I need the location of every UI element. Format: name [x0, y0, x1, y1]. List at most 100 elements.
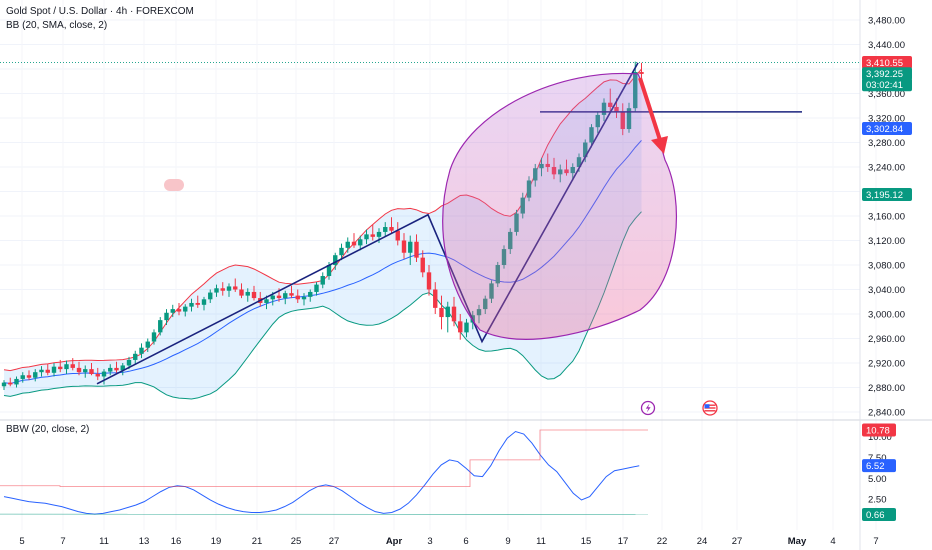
- candle-body: [451, 306, 457, 322]
- price-tag-label: 03:02:41: [866, 80, 903, 91]
- bbw-tag: [862, 459, 896, 473]
- bbw-tick-label: 7.50: [868, 453, 887, 464]
- candle-body: [70, 364, 75, 368]
- bbw-indicator-label[interactable]: BBW (20, close, 2): [6, 424, 89, 435]
- candle-body: [51, 366, 57, 373]
- candle-body: [245, 291, 250, 296]
- price-tick-label: 3,000.00: [868, 310, 905, 321]
- candle-body: [33, 372, 38, 378]
- bb-indicator-label[interactable]: BB (20, SMA, close, 2): [6, 20, 107, 31]
- bbw-tick-label: 5.00: [868, 474, 887, 485]
- candle-body: [201, 299, 207, 305]
- time-tick-label: 27: [732, 536, 743, 547]
- candle-body: [214, 288, 219, 293]
- candle-body: [364, 234, 369, 240]
- time-tick-label: 7: [873, 536, 878, 547]
- price-tick-label: 3,480.00: [868, 16, 905, 27]
- price-tag-label: 3,302.84: [866, 124, 903, 135]
- time-tick-label: 17: [618, 536, 629, 547]
- candle-body: [370, 234, 375, 237]
- candle-body: [383, 227, 388, 232]
- bbw-line: [3, 430, 640, 515]
- time-tick-label: 16: [171, 536, 182, 547]
- price-tag-label: 3,392.25: [866, 69, 903, 80]
- candle-body: [101, 371, 107, 377]
- time-tick-label: 19: [211, 536, 222, 547]
- candle-body: [83, 369, 88, 373]
- bbw-tick-label: 2.50: [868, 495, 887, 506]
- candle-body: [433, 289, 438, 308]
- time-tick-label: 7: [60, 536, 65, 547]
- candle-body: [189, 302, 194, 307]
- candle-body: [251, 291, 257, 299]
- candle-body: [414, 241, 419, 258]
- time-tick-label: 24: [697, 536, 708, 547]
- lightning-icon[interactable]: [640, 400, 656, 416]
- time-tick-label: 6: [463, 536, 468, 547]
- highlight-blob: [442, 72, 678, 340]
- pink-marker[interactable]: [164, 179, 184, 191]
- bb-lower-band: [3, 211, 642, 400]
- candle-body: [276, 295, 282, 299]
- candle-body: [339, 247, 344, 256]
- candle-body: [220, 288, 225, 291]
- bbw-tag-label: 0.66: [866, 510, 885, 521]
- time-tick-label: 5: [19, 536, 24, 547]
- time-tick-label: May: [788, 536, 807, 547]
- candle-body: [345, 241, 350, 248]
- time-tick-label: 13: [139, 536, 150, 547]
- price-tag: [862, 67, 912, 81]
- forecast-arrow-shaft: [638, 77, 662, 141]
- us-flag-icon[interactable]: [702, 400, 718, 416]
- candle-body: [45, 369, 50, 373]
- grid: [0, 19, 860, 413]
- candle-body: [314, 284, 319, 292]
- candle-body: [133, 353, 138, 360]
- candle-body: [8, 382, 13, 385]
- candle-body: [439, 307, 444, 318]
- candle-body: [64, 364, 69, 370]
- candle-body: [270, 295, 275, 300]
- price-tick-label: 3,160.00: [868, 212, 905, 223]
- price-tag: [862, 187, 912, 201]
- price-tick-label: 2,840.00: [868, 408, 905, 419]
- price-tag: [862, 56, 912, 70]
- drawings[interactable]: [0, 62, 860, 385]
- candle-body: [108, 367, 113, 372]
- candle-body: [120, 365, 125, 371]
- price-tick-label: 3,360.00: [868, 89, 905, 100]
- candle-body: [114, 367, 119, 371]
- time-tick-label: 27: [329, 536, 340, 547]
- candle-body: [208, 292, 213, 300]
- candle-body: [39, 369, 44, 373]
- chart-title[interactable]: Gold Spot / U.S. Dollar · 4h · FOREXCOM: [6, 6, 194, 17]
- candle-body: [76, 367, 82, 373]
- candle-body: [226, 286, 232, 291]
- candle-body: [170, 309, 175, 313]
- time-tick-label: 3: [427, 536, 432, 547]
- price-tick-label: 3,280.00: [868, 138, 905, 149]
- candle-body: [408, 241, 413, 253]
- time-tick-label: 21: [252, 536, 263, 547]
- candle-body: [458, 321, 463, 333]
- candle-body: [89, 369, 94, 375]
- candle-body: [326, 265, 332, 277]
- candle-body: [158, 320, 163, 333]
- bbw-tag-label: 10.78: [866, 425, 890, 436]
- bbw-panel: [0, 429, 649, 515]
- candle-body: [289, 293, 294, 296]
- candle-body: [308, 291, 313, 297]
- price-tick-label: 3,080.00: [868, 261, 905, 272]
- candle-body: [395, 230, 400, 241]
- candle-body: [58, 366, 63, 370]
- candle-body: [401, 240, 407, 253]
- price-tick-label: 3,440.00: [868, 40, 905, 51]
- time-tick-label: 4: [830, 536, 835, 547]
- candle-body: [301, 296, 307, 300]
- candle-body: [139, 347, 144, 354]
- bbw-tag: [862, 423, 896, 437]
- candle-body: [445, 306, 450, 318]
